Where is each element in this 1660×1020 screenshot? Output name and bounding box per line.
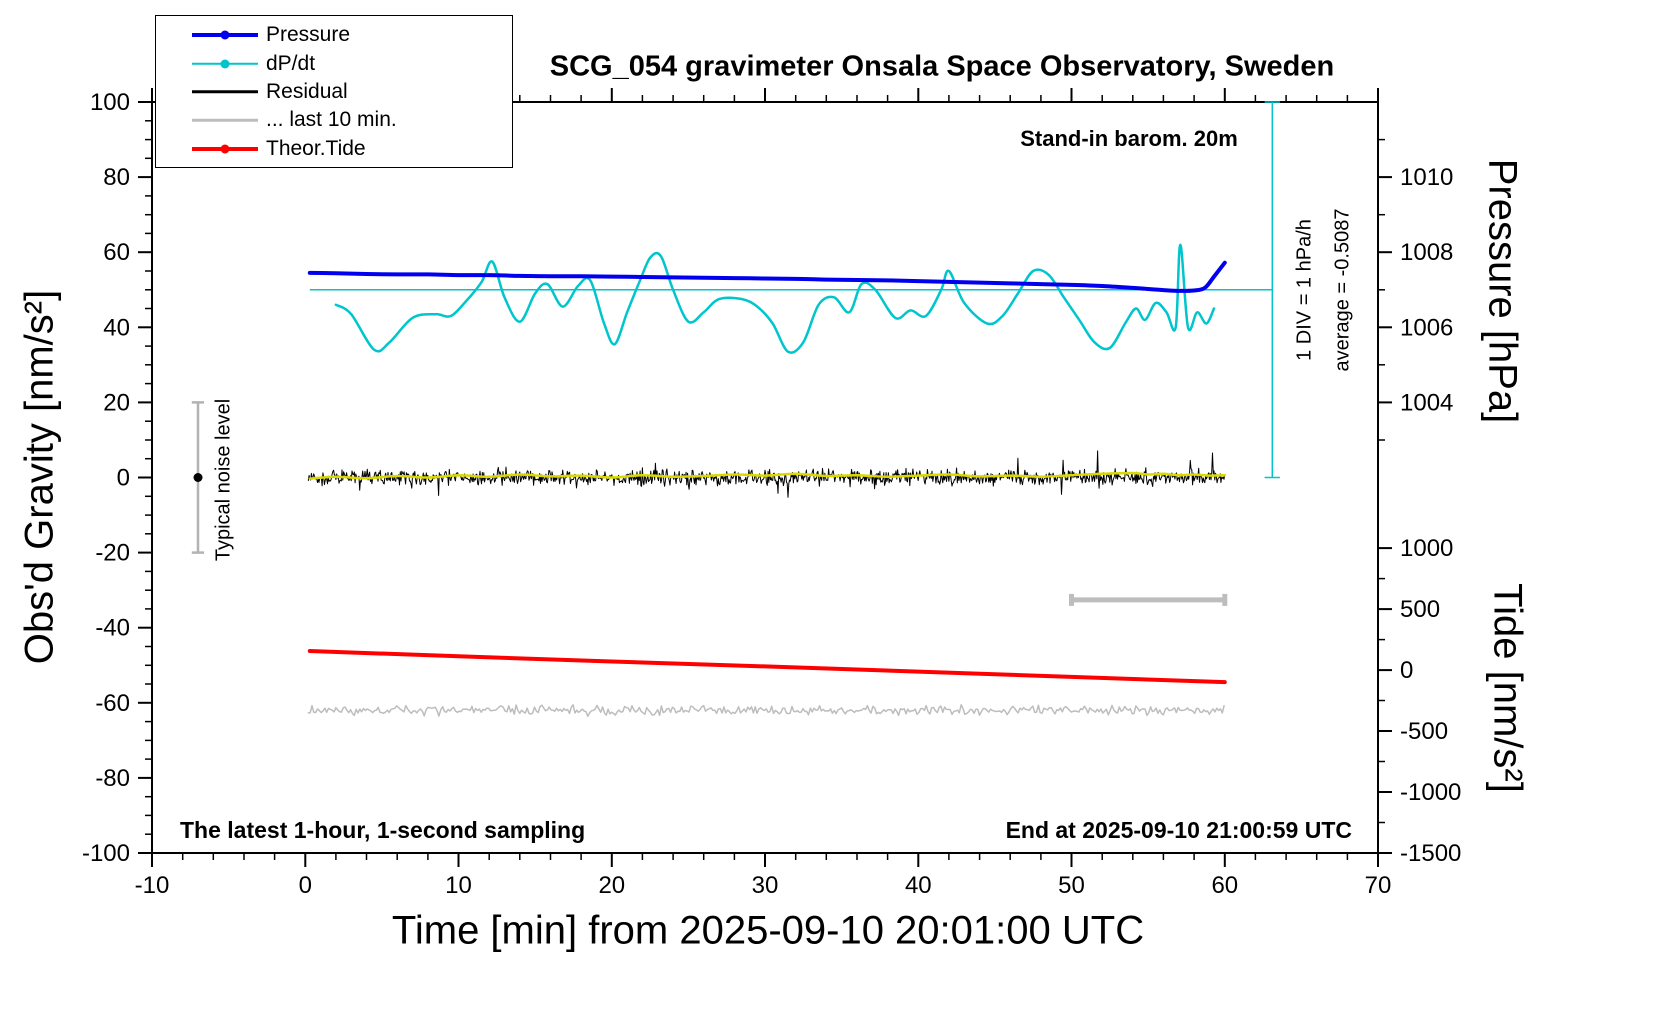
legend-item-label: Residual: [266, 79, 348, 103]
x-tick-label: -10: [135, 872, 170, 899]
legend-item-label: dP/dt: [266, 51, 316, 75]
tide-tick-label: 1000: [1400, 535, 1453, 562]
x-tick-label: 30: [752, 872, 779, 899]
series-residual-smoothed: [308, 471, 1227, 480]
series-theor-tide: [307, 649, 1227, 685]
y-tick-label: 0: [117, 465, 130, 492]
y-axis-ticks: 100 80 60 40 20 0 -20 -40 -60 -80 -100: [82, 89, 152, 867]
pressure-tick-label: 1006: [1400, 314, 1453, 341]
pressure-tick-label: 1008: [1400, 239, 1453, 266]
y-axis-label-gravity: Obs'd Gravity [nm/s²]: [17, 289, 62, 665]
pressure-tick-label: 1004: [1400, 389, 1453, 416]
noise-level-annotation: Typical noise level: [212, 398, 235, 562]
y-tick-label: -40: [95, 615, 130, 642]
y-axis-label-tide: Tide [nm/s²]: [1485, 583, 1530, 793]
legend-item-label: Pressure: [266, 23, 351, 47]
legend-swatch-line: [192, 119, 258, 122]
legend-item-label: Theor.Tide: [266, 136, 366, 160]
tide-axis-ticks: 1000 500 0 -500 -1000 -1500: [1378, 535, 1461, 867]
legend-swatch: [192, 106, 258, 134]
pressure-tick-label: 1010: [1400, 164, 1453, 191]
y-tick-label: 100: [90, 89, 130, 116]
series-pressure: [307, 260, 1227, 293]
end-time-annotation: End at 2025-09-10 21:00:59 UTC: [1005, 817, 1352, 843]
legend-item: Theor.Tide: [156, 135, 512, 163]
tide-tick-label: -500: [1400, 718, 1448, 745]
legend-item: Pressure: [156, 21, 512, 49]
x-tick-label: 70: [1365, 872, 1392, 899]
tide-tick-label: 500: [1400, 596, 1440, 623]
y-tick-label: 20: [103, 389, 130, 416]
x-tick-label: 20: [598, 872, 625, 899]
x-tick-label: 60: [1211, 872, 1238, 899]
legend-swatch-line: [192, 90, 258, 94]
legend-swatch: [192, 21, 258, 49]
y-tick-label: -80: [95, 765, 130, 792]
y-axis-label-pressure: Pressure [hPa]: [1480, 158, 1525, 424]
legend: Pressure dP/dt Residual ... last 10 min.…: [155, 15, 513, 168]
legend-swatch: [192, 49, 258, 77]
y-tick-label: 60: [103, 239, 130, 266]
series-residual: [307, 450, 1226, 498]
x-axis-ticks: -10 0 10 20 30 40 50 60 70: [135, 88, 1392, 899]
y-tick-label: 80: [103, 164, 130, 191]
series-last-10-min: [307, 704, 1225, 717]
x-tick-label: 50: [1058, 872, 1085, 899]
x-tick-label: 40: [905, 872, 932, 899]
x-axis-label: Time [min] from 2025-09-10 20:01:00 UTC: [391, 908, 1145, 953]
div-scale-annotation: 1 DIV = 1 hPa/h: [1293, 219, 1316, 361]
legend-marker-dot: [220, 59, 230, 69]
x-tick-label: 0: [299, 872, 312, 899]
y-tick-label: -100: [82, 840, 130, 867]
chart-title: SCG_054 gravimeter Onsala Space Observat…: [549, 50, 1335, 83]
legend-swatch: [192, 78, 258, 106]
stand-in-annotation: Stand-in barom. 20m: [1020, 126, 1238, 151]
legend-item-label: ... last 10 min.: [266, 108, 397, 132]
tide-tick-label: -1000: [1400, 779, 1461, 806]
pressure-axis-ticks: 1010 1008 1006 1004: [1378, 138, 1453, 441]
series-dp-dt: [334, 243, 1216, 354]
legend-marker-dot: [220, 144, 230, 154]
legend-item: dP/dt: [156, 49, 512, 77]
legend-marker-dot: [220, 30, 230, 40]
y-tick-label: -20: [95, 540, 130, 567]
legend-item: Residual: [156, 78, 512, 106]
sampling-annotation: The latest 1-hour, 1-second sampling: [180, 817, 586, 843]
average-annotation: average = -0.5087: [1331, 208, 1354, 372]
legend-swatch: [192, 135, 258, 163]
tide-tick-label: 0: [1400, 657, 1413, 684]
y-tick-label: -60: [95, 690, 130, 717]
legend-item: ... last 10 min.: [156, 106, 512, 134]
tide-tick-label: -1500: [1400, 840, 1461, 867]
x-tick-label: 10: [445, 872, 472, 899]
y-tick-label: 40: [103, 314, 130, 341]
noise-level-dot: [193, 473, 203, 482]
